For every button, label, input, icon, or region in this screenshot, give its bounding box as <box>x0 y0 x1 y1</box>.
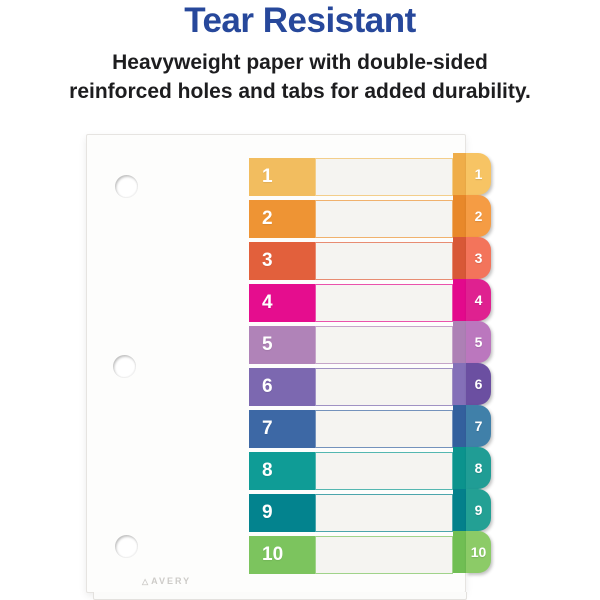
row-number: 2 <box>262 208 273 229</box>
row-writing-area <box>315 494 453 532</box>
subheadline: Heavyweight paper with double-sided rein… <box>0 48 600 106</box>
row-writing-area <box>315 326 453 364</box>
row-writing-area <box>315 284 453 322</box>
tab-4: 4 <box>466 279 491 321</box>
tab-number: 6 <box>474 376 483 392</box>
tab-edge-strip-2 <box>453 195 467 237</box>
binder-hole-top <box>115 175 138 198</box>
tab-edge-strip-4 <box>453 279 467 321</box>
tab-edge-strip-9 <box>453 489 467 531</box>
row-number-block-5: 5 <box>249 326 315 364</box>
divider-row-10: 10 10 <box>87 531 491 574</box>
tab-number: 8 <box>474 460 483 476</box>
row-number-block-10: 10 <box>249 536 315 574</box>
tab-number: 9 <box>474 502 483 518</box>
row-writing-area <box>315 410 453 448</box>
tab-number: 10 <box>470 544 487 560</box>
row-number: 3 <box>262 250 273 271</box>
tab-2: 2 <box>466 195 491 237</box>
tab-7: 7 <box>466 405 491 447</box>
row-number-block-6: 6 <box>249 368 315 406</box>
tab-edge-strip-8 <box>453 447 467 489</box>
row-number-block-2: 2 <box>249 200 315 238</box>
row-number: 8 <box>262 460 273 481</box>
tab-6: 6 <box>466 363 491 405</box>
row-number-block-1: 1 <box>249 158 315 196</box>
tab-1: 1 <box>466 153 491 195</box>
row-number: 4 <box>262 292 273 313</box>
row-number: 9 <box>262 502 273 523</box>
row-writing-area <box>315 200 453 238</box>
row-number: 1 <box>262 166 273 187</box>
tab-10: 10 <box>466 531 491 573</box>
avery-triangle-icon: △ <box>142 576 149 586</box>
toc-rows: 1 1 2 2 3 3 4 4 5 5 6 6 7 7 8 8 9 9 10 10 <box>87 135 491 592</box>
binder-hole-bottom <box>115 535 138 558</box>
tab-number: 1 <box>474 166 483 182</box>
row-writing-area <box>315 242 453 280</box>
row-number-block-4: 4 <box>249 284 315 322</box>
marketing-copy: Tear Resistant Heavyweight paper with do… <box>0 0 600 106</box>
tab-edge-strip-3 <box>453 237 467 279</box>
tab-edge-strip-6 <box>453 363 467 405</box>
binder-hole-middle <box>113 355 136 378</box>
tab-edge-strip-10 <box>453 531 467 573</box>
headline: Tear Resistant <box>184 1 416 40</box>
subheadline-line-2: reinforced holes and tabs for added dura… <box>69 80 531 103</box>
tab-number: 2 <box>474 208 483 224</box>
tab-3: 3 <box>466 237 491 279</box>
tab-number: 7 <box>474 418 483 434</box>
tab-number: 3 <box>474 250 483 266</box>
avery-logo: △ AVERY <box>142 576 191 586</box>
row-writing-area <box>315 368 453 406</box>
row-writing-area <box>315 158 453 196</box>
row-number: 7 <box>262 418 273 439</box>
tab-9: 9 <box>466 489 491 531</box>
row-number-block-8: 8 <box>249 452 315 490</box>
row-writing-area <box>315 452 453 490</box>
avery-logo-text: AVERY <box>151 576 192 586</box>
row-number: 6 <box>262 376 273 397</box>
tab-edge-strip-1 <box>453 153 467 195</box>
row-number-block-9: 9 <box>249 494 315 532</box>
tab-8: 8 <box>466 447 491 489</box>
tab-number: 5 <box>474 334 483 350</box>
row-number: 10 <box>262 544 284 565</box>
tab-number: 4 <box>474 292 483 308</box>
row-number-block-7: 7 <box>249 410 315 448</box>
row-writing-area <box>315 536 453 574</box>
row-number-block-3: 3 <box>249 242 315 280</box>
divider-sheet: 1 1 2 2 3 3 4 4 5 5 6 6 7 7 8 8 9 9 10 10 △ AVERY <box>86 134 491 600</box>
tab-edge-strip-5 <box>453 321 467 363</box>
tab-5: 5 <box>466 321 491 363</box>
subheadline-line-1: Heavyweight paper with double-sided <box>112 51 488 74</box>
row-number: 5 <box>262 334 273 355</box>
tab-edge-strip-7 <box>453 405 467 447</box>
